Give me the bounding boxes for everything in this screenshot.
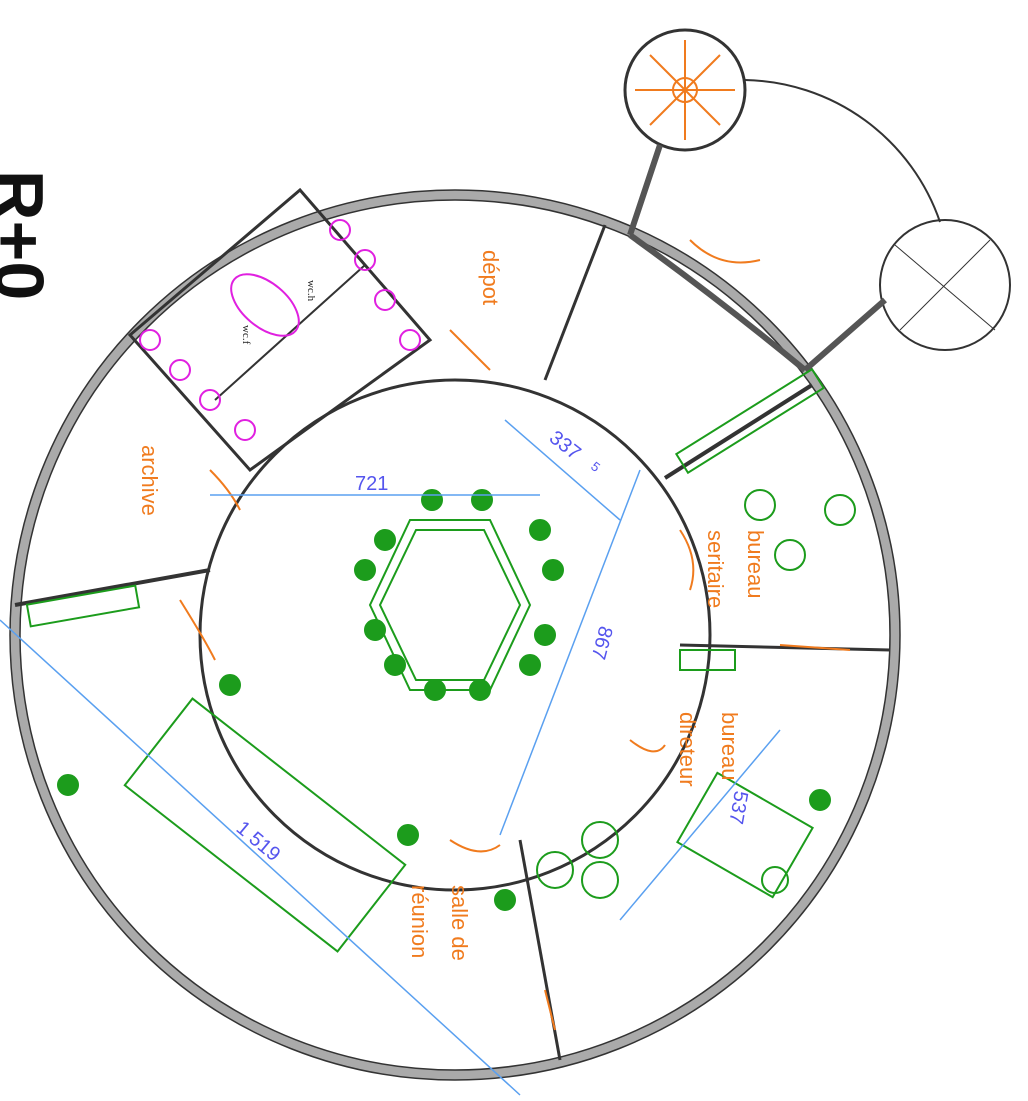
- furniture: [25, 367, 856, 953]
- dimension-label: 337: [545, 427, 585, 465]
- room-label: archive: [137, 445, 162, 516]
- dimension-label: 721: [355, 473, 388, 495]
- dimension-label: 5: [588, 459, 603, 475]
- room-label: salle de: [447, 885, 472, 961]
- room-label: wc.h: [305, 280, 317, 302]
- dimension-lines: [0, 419, 781, 1096]
- room-labels: dépot archive wc.h wc.f bureau seritaire…: [137, 250, 768, 961]
- sanitary: [139, 219, 421, 441]
- doors: [179, 239, 851, 1031]
- room-label: réunion: [407, 885, 432, 958]
- room-label: bureau: [743, 530, 768, 599]
- room-label: bureau: [717, 712, 742, 781]
- plan-label: R+0: [0, 170, 58, 300]
- room-label: direteur: [675, 712, 700, 787]
- dimension-labels: 721 337 5 867 1 519 537: [232, 427, 752, 866]
- room-label: seritaire: [703, 530, 728, 608]
- stair: [635, 40, 735, 140]
- walls: [9, 28, 1011, 1081]
- dimension-label: 537: [724, 789, 751, 826]
- dimension-label: 867: [587, 624, 617, 662]
- room-label: dépot: [478, 250, 503, 305]
- room-label: wc.f: [240, 325, 252, 345]
- dimension-label: 1 519: [232, 817, 284, 866]
